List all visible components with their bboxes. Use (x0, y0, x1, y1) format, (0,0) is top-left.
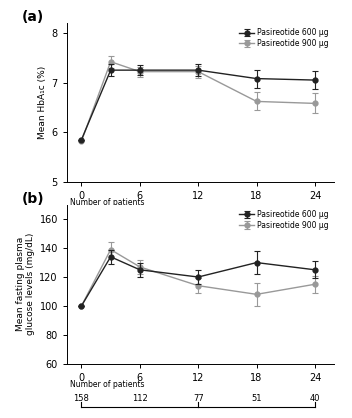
Text: (a): (a) (21, 10, 44, 24)
Text: 40: 40 (310, 394, 320, 403)
Text: Number of patients: Number of patients (70, 198, 144, 207)
Text: 77: 77 (193, 394, 203, 403)
Text: 78: 78 (193, 212, 203, 221)
Text: 115: 115 (132, 212, 148, 221)
Text: (b): (b) (21, 192, 44, 206)
Text: 112: 112 (132, 394, 148, 403)
Y-axis label: Mean HbA₁ᴄ (%): Mean HbA₁ᴄ (%) (38, 66, 48, 139)
Text: Number of patients: Number of patients (70, 380, 144, 389)
Text: Extension phase (months): Extension phase (months) (201, 239, 312, 248)
Text: 154: 154 (74, 212, 89, 221)
Text: Core study (months): Core study (months) (97, 239, 183, 248)
Legend: Pasireotide 600 μg, Pasireotide 900 μg: Pasireotide 600 μg, Pasireotide 900 μg (238, 209, 331, 232)
Y-axis label: Mean fasting plasma
glucose levels (mg/dL): Mean fasting plasma glucose levels (mg/d… (16, 233, 35, 335)
Text: 40: 40 (310, 212, 320, 221)
Text: 51: 51 (251, 394, 262, 403)
Text: 51: 51 (251, 212, 262, 221)
Legend: Pasireotide 600 μg, Pasireotide 900 μg: Pasireotide 600 μg, Pasireotide 900 μg (238, 27, 331, 50)
Text: 158: 158 (74, 394, 89, 403)
